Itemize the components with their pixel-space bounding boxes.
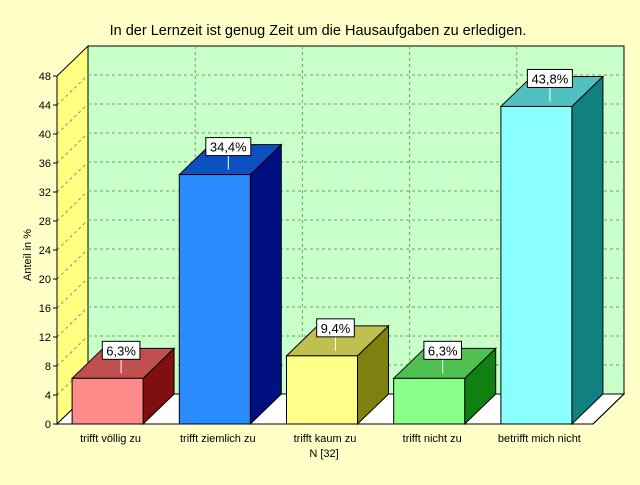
bar-side <box>571 75 604 426</box>
bar: 6,3% <box>392 340 497 426</box>
data-label-box <box>526 68 573 88</box>
y-tick-label: 36 <box>39 158 51 170</box>
y-tick-label: 12 <box>39 332 51 344</box>
y-tick-label: 16 <box>39 303 51 315</box>
x-tick-label: betrifft mich nicht <box>498 433 581 445</box>
y-tick-label: 48 <box>39 71 51 83</box>
gridline-wall <box>56 219 89 251</box>
floor-edge <box>592 393 625 425</box>
gridline-wall <box>56 190 89 222</box>
gridline-wall <box>56 161 89 193</box>
data-label: 43,8% <box>531 71 568 86</box>
y-tick-label: 20 <box>39 274 51 286</box>
sample-size-note: N [32] <box>309 448 338 460</box>
gridline-wall <box>56 74 89 106</box>
gridline-wall <box>56 335 89 367</box>
x-tick-label: trifft ziemlich zu <box>180 433 256 445</box>
y-tick-label: 40 <box>39 129 51 141</box>
gridline-wall <box>56 132 89 164</box>
data-label-box <box>316 318 355 338</box>
data-label: 6,3% <box>106 343 136 358</box>
x-tick-label: trifft völlig zu <box>80 433 141 445</box>
data-label-box <box>423 340 462 360</box>
bar-front <box>71 377 144 425</box>
bar: 9,4% <box>285 318 390 426</box>
x-tick-label: trifft kaum zu <box>294 433 357 445</box>
x-tick-label: trifft nicht zu <box>403 433 462 445</box>
bar-front <box>286 355 358 425</box>
data-label: 9,4% <box>321 321 351 336</box>
y-tick-label: 8 <box>45 361 51 373</box>
y-tick-label: 44 <box>39 100 51 112</box>
gridline-wall <box>56 248 89 280</box>
y-tick-label: 0 <box>45 419 51 431</box>
data-label-box <box>205 137 252 157</box>
chart-title: In der Lernzeit ist genug Zeit um die Ha… <box>110 23 527 39</box>
bar-side <box>249 143 282 426</box>
y-tick-label: 32 <box>39 187 51 199</box>
data-label-box <box>101 340 141 360</box>
bar: 34,4% <box>178 137 283 426</box>
gridline-wall <box>56 277 89 309</box>
bar: 43,8% <box>499 68 605 426</box>
bar: 6,3% <box>70 340 176 426</box>
y-tick-label: 4 <box>45 390 51 402</box>
data-label: 34,4% <box>210 140 247 155</box>
gridline-wall <box>56 306 89 338</box>
bar-front <box>500 105 573 425</box>
y-axis-label: Anteil in % <box>22 229 34 281</box>
bar-front <box>393 377 466 425</box>
y-tick-label: 24 <box>39 245 51 257</box>
data-label: 6,3% <box>428 343 458 358</box>
bar-front <box>178 174 251 425</box>
y-tick-label: 28 <box>39 216 51 228</box>
gridline-wall <box>56 103 89 135</box>
gridline-wall <box>56 364 89 396</box>
